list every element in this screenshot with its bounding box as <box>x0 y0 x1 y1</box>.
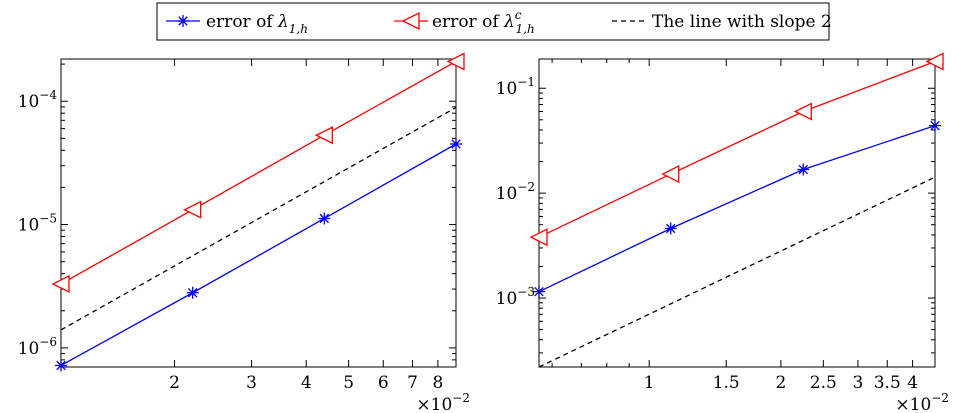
triangle-marker <box>793 102 812 121</box>
slope-2-reference-line <box>538 176 936 368</box>
series-lambda-c-line <box>538 60 936 238</box>
x-tick-label: 4 <box>907 373 918 393</box>
slope-2-reference-line <box>60 106 457 331</box>
series-lambda-line <box>538 125 936 293</box>
x-tick-label: 3 <box>246 373 257 393</box>
triangle-marker <box>529 228 548 247</box>
x-tick-label: 2 <box>775 373 786 393</box>
legend-marker <box>177 15 189 27</box>
y-tick-label: 10−5 <box>18 212 57 236</box>
y-tick-label: 10−3 <box>496 285 535 309</box>
plot-frame <box>538 58 936 368</box>
triangle-marker <box>314 126 333 145</box>
left-chart: 10−6 10−5 10−4 2 3 4 5 6 7 8×10−2 <box>18 52 470 413</box>
x-tick-label: 7 <box>407 373 418 393</box>
x-axis-multiplier: ×10−2 <box>895 391 949 413</box>
star-marker <box>929 119 941 132</box>
legend-box <box>156 2 830 41</box>
x-tick-label: 6 <box>378 373 389 393</box>
star-marker <box>55 359 67 372</box>
legend-label: The line with slope 2 <box>652 12 832 32</box>
x-tick-label: 3.5 <box>874 373 901 393</box>
star-marker <box>533 285 545 298</box>
triangle-marker <box>446 52 465 71</box>
legend-label: error of λc 1,h <box>432 8 535 36</box>
star-marker <box>186 286 199 299</box>
y-tick-label: 10−4 <box>18 88 58 112</box>
x-axis-multiplier: ×10−2 <box>416 391 470 413</box>
star-marker <box>318 212 331 225</box>
star-marker <box>664 222 677 235</box>
plot-frame <box>60 58 457 368</box>
legend: error of λ1,h error of λc 1,h The line with… <box>156 2 832 41</box>
triangle-marker <box>925 52 944 71</box>
x-tick-label: 4 <box>301 373 312 393</box>
y-tick-label: 10−2 <box>496 180 535 204</box>
x-tick-label: 5 <box>343 373 354 393</box>
x-tick-label: 8 <box>432 373 443 393</box>
series-lambda-line <box>60 143 457 367</box>
legend-marker <box>401 11 420 31</box>
star-marker <box>797 163 810 176</box>
right-chart: 10−3 10−2 10−1 1 1.5 2 2.5 3 3.5 4×10−2 <box>496 52 949 413</box>
x-tick-label: 1 <box>644 373 655 393</box>
series-lambda-c-line <box>60 60 457 285</box>
triangle-marker <box>661 165 680 184</box>
x-tick-label: 2 <box>169 373 180 393</box>
x-tick-label: 3 <box>853 373 864 393</box>
x-tick-label: 1.5 <box>713 373 740 393</box>
legend-label: error of λ1,h <box>206 12 308 36</box>
y-tick-label: 10−6 <box>18 335 57 359</box>
triangle-marker <box>183 200 202 219</box>
y-tick-label: 10−1 <box>496 75 535 99</box>
star-marker <box>450 138 462 151</box>
x-tick-label: 2.5 <box>810 373 837 393</box>
triangle-marker <box>51 274 70 293</box>
